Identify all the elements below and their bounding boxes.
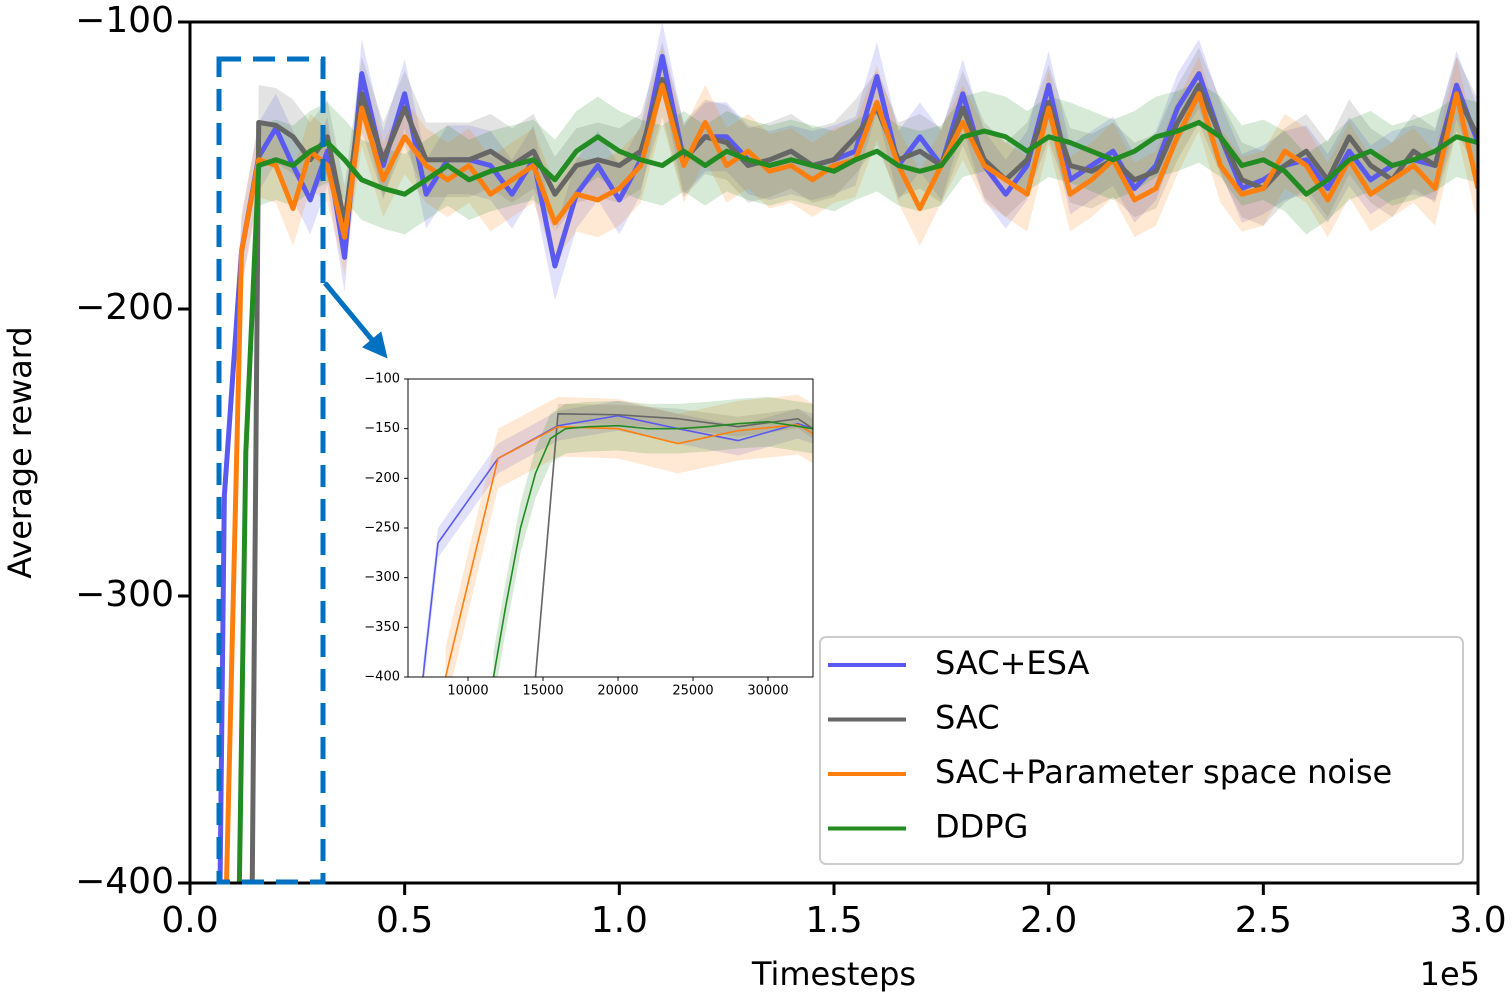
y-tick-label: −400	[75, 861, 174, 902]
y-tick-label: −200	[364, 471, 400, 486]
legend-label: SAC+Parameter space noise	[935, 753, 1392, 791]
y-axis-label: Average reward	[1, 326, 39, 578]
x-tick-label: 3.0	[1449, 900, 1506, 941]
x-axis-label: Timesteps	[751, 955, 916, 993]
x-tick-label: 1.5	[805, 900, 862, 941]
y-tick-label: −250	[364, 521, 400, 536]
x-tick-label: 0.5	[376, 900, 433, 941]
plot-content	[217, 22, 1478, 883]
plot-content	[422, 394, 813, 677]
y-tick-label: −300	[75, 574, 174, 615]
series-line	[534, 412, 813, 677]
x-offset-label: 1e5	[1420, 955, 1480, 993]
error-band	[423, 400, 813, 677]
x-tick-label: 15000	[522, 683, 563, 698]
y-tick-label: −200	[75, 287, 174, 328]
x-tick-label: 10000	[447, 683, 488, 698]
zoom-region	[216, 56, 326, 885]
error-band	[239, 82, 1478, 883]
series-line	[236, 119, 1478, 883]
legend-label: SAC+ESA	[935, 644, 1090, 682]
x-tick-label: 2.5	[1235, 900, 1292, 941]
series-line	[223, 82, 1478, 883]
y-tick-label: −350	[364, 620, 400, 635]
y-tick-label: −400	[364, 670, 400, 685]
error-band	[445, 394, 813, 677]
legend-label: SAC	[935, 699, 1000, 737]
error-band	[226, 47, 1478, 883]
series-line	[492, 420, 813, 677]
series-line	[422, 414, 813, 677]
x-tick-label: 20000	[597, 683, 638, 698]
y-tick-label: −100	[75, 0, 174, 41]
x-tick-label: 0.0	[161, 900, 218, 941]
y-tick-label: −300	[364, 570, 400, 585]
legend-box	[819, 636, 1464, 865]
x-tick-label: 25000	[672, 683, 713, 698]
error-band	[493, 396, 813, 677]
legend-label: DDPG	[935, 808, 1028, 846]
series-line	[444, 423, 813, 677]
x-tick-label: 2.0	[1020, 900, 1077, 941]
y-tick-label: −150	[364, 421, 400, 436]
x-tick-label: 30000	[747, 683, 788, 698]
y-tick-label: −100	[364, 372, 400, 387]
zoom-arrow	[323, 281, 388, 359]
x-tick-label: 1.0	[591, 900, 648, 941]
